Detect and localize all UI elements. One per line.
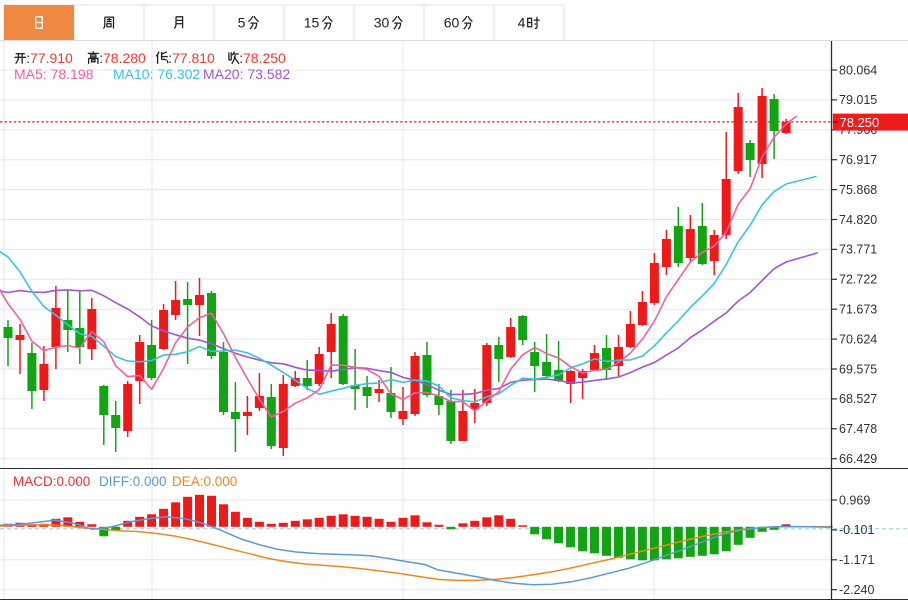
svg-text:73.771: 73.771 — [839, 243, 877, 257]
svg-text:78.250: 78.250 — [840, 115, 880, 130]
svg-text:70.624: 70.624 — [839, 332, 877, 346]
svg-text:66.429: 66.429 — [839, 452, 877, 466]
svg-text:79.015: 79.015 — [839, 93, 877, 107]
svg-text:76.917: 76.917 — [839, 153, 877, 167]
svg-text:77.910: 77.910 — [30, 50, 73, 66]
svg-text::: : — [26, 50, 30, 66]
svg-text:MA5: 78.198: MA5: 78.198 — [14, 66, 94, 82]
svg-text:DEA:0.000: DEA:0.000 — [172, 474, 237, 489]
svg-text:4: 4 — [518, 15, 526, 31]
svg-text:67.478: 67.478 — [839, 422, 877, 436]
svg-text:MA20: 73.582: MA20: 73.582 — [203, 66, 290, 82]
svg-text:DIFF:0.000: DIFF:0.000 — [99, 474, 167, 489]
svg-text:78.280: 78.280 — [103, 50, 146, 66]
svg-text:68.527: 68.527 — [839, 392, 877, 406]
svg-text:-2.240: -2.240 — [839, 583, 874, 597]
svg-text:60: 60 — [444, 15, 460, 31]
svg-text:77.810: 77.810 — [172, 50, 215, 66]
svg-text::: : — [99, 50, 103, 66]
svg-text:MACD:0.000: MACD:0.000 — [13, 474, 90, 489]
svg-text:74.820: 74.820 — [839, 213, 877, 227]
svg-text:30: 30 — [374, 15, 390, 31]
svg-text:69.575: 69.575 — [839, 362, 877, 376]
svg-text:80.064: 80.064 — [839, 63, 877, 77]
svg-text:-1.171: -1.171 — [839, 553, 874, 567]
svg-text:71.673: 71.673 — [839, 303, 877, 317]
svg-text:-0.101: -0.101 — [839, 523, 874, 537]
svg-text:75.868: 75.868 — [839, 183, 877, 197]
svg-text:78.250: 78.250 — [243, 50, 286, 66]
svg-text::: : — [239, 50, 243, 66]
svg-text:15: 15 — [304, 15, 320, 31]
svg-text::: : — [168, 50, 172, 66]
svg-text:0.969: 0.969 — [839, 493, 870, 507]
svg-text:72.722: 72.722 — [839, 273, 877, 287]
svg-text:5: 5 — [238, 15, 246, 31]
svg-text:MA10: 76.302: MA10: 76.302 — [113, 66, 200, 82]
